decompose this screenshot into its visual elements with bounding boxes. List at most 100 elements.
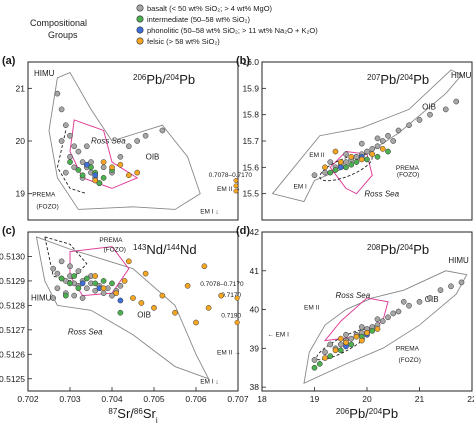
em1-label: ← EM I: [267, 332, 289, 339]
x-tick-label: 21: [415, 394, 425, 404]
y-tick-label: 38: [250, 382, 260, 392]
range-label: 0.7078–0.7170: [209, 172, 253, 179]
point-felsic-4: [364, 329, 370, 336]
point-basalt-14: [406, 122, 412, 129]
point-intermediate-6: [109, 280, 115, 287]
point-basalt-23: [453, 98, 460, 105]
range1b-label: 0.7170: [221, 292, 241, 299]
legend-label-1: intermediate (50–58 wt% SiO₂): [147, 15, 250, 24]
point-felsic-0: [92, 273, 99, 279]
point-felsic-6: [151, 304, 157, 311]
point-phonolitic-1: [92, 172, 99, 179]
point-intermediate-2: [348, 161, 355, 168]
point-intermediate-1: [67, 280, 73, 287]
legend-marker-3: [136, 37, 144, 45]
em2-label: EM II: [304, 305, 319, 312]
point-intermediate-6: [100, 175, 107, 181]
point-felsic-10: [201, 263, 208, 270]
point-basalt-5: [75, 148, 82, 155]
legend-title-line1: Compositional: [30, 18, 87, 28]
x-tick-label: 0.704: [101, 394, 123, 404]
point-basalt-6: [353, 153, 360, 160]
point-basalt-4: [71, 143, 78, 150]
y-tick-label: 20: [16, 136, 26, 146]
panel-c: (c) 143Nd/144Nd 0.5125 0.5126 0.5127 0.5128 0.…: [0, 225, 249, 404]
em1-label: EM I ↓: [200, 379, 218, 386]
fozo-label: (FOZO): [104, 247, 126, 254]
prema-field: [56, 130, 87, 195]
point-basalt-11: [379, 138, 386, 144]
point-intermediate-2: [337, 347, 344, 354]
ross-sea-label: Ross Sea: [364, 189, 399, 198]
point-basalt-16: [100, 164, 107, 171]
point-felsic-12: [205, 304, 212, 311]
point-basalt-3: [337, 341, 344, 348]
point-felsic-4: [130, 295, 136, 301]
panel-frame: [261, 231, 473, 392]
point-intermediate-1: [327, 353, 334, 359]
point-basalt-19: [374, 316, 381, 323]
point-basalt-21: [400, 298, 407, 305]
point-basalt-6: [79, 159, 86, 165]
x-tick-label: 0.703: [59, 394, 81, 404]
point-intermediate-0: [332, 167, 339, 173]
offscale-felsic-point: [233, 178, 239, 183]
y-tick-label: 15.6: [242, 162, 259, 172]
em2-label: EM II →: [217, 186, 240, 193]
panel-letter-b: (b): [236, 55, 250, 67]
point-felsic-4: [369, 151, 376, 158]
fozo-label: (FOZO): [399, 357, 421, 364]
point-intermediate-5: [100, 278, 107, 284]
point-felsic-1: [100, 285, 107, 292]
point-basalt-12: [385, 314, 391, 321]
em1-label: EM I: [294, 183, 308, 190]
point-basalt-23: [117, 282, 124, 289]
point-basalt-1: [58, 106, 65, 113]
point-basalt-20: [134, 138, 141, 144]
himu-label: HIMU: [448, 256, 469, 265]
panel-letter-c: (c): [2, 225, 16, 237]
point-basalt-19: [358, 140, 365, 147]
panel-frame: [27, 231, 239, 392]
point-basalt-25: [50, 295, 57, 301]
point-basalt-1: [322, 169, 328, 176]
point-felsic-6: [332, 148, 339, 155]
point-felsic-0: [322, 355, 328, 361]
point-phonolitic-0: [79, 280, 86, 287]
point-felsic-7: [337, 335, 344, 342]
point-basalt-13: [395, 127, 402, 134]
legend-title-line2: Groups: [48, 30, 78, 40]
x-tick-label: 0.705: [143, 394, 165, 404]
legend-label-3: felsic (> 58 wt% SiO₂): [147, 37, 220, 46]
point-basalt-16: [327, 341, 334, 348]
point-basalt-1: [54, 270, 61, 277]
point-felsic-5: [374, 326, 381, 332]
point-basalt-0: [50, 265, 57, 272]
y-tick-label: 42: [250, 227, 260, 237]
point-intermediate-7: [385, 148, 391, 155]
ratio-label: 143Nd/144Nd: [133, 242, 197, 257]
himu-label: HIMU: [34, 69, 55, 78]
y-tick-label: 15.9: [242, 83, 259, 93]
oib-label: OIB: [422, 102, 436, 111]
point-felsic-1: [337, 159, 344, 165]
himu-label: HIMU: [451, 71, 472, 80]
point-intermediate-5: [374, 153, 381, 160]
y-tick-label: 0.5129: [0, 276, 25, 286]
fozo-label: (FOZO): [397, 172, 419, 179]
point-felsic-0: [100, 159, 107, 165]
point-felsic-15: [125, 258, 132, 265]
point-basalt-1: [322, 349, 328, 356]
legend-marker-1: [136, 15, 144, 23]
point-felsic-14: [142, 270, 149, 277]
point-felsic-3: [358, 156, 365, 163]
point-felsic-2: [343, 339, 349, 346]
offscale-felsic-point: [234, 319, 240, 326]
point-felsic-8: [172, 309, 178, 316]
legend-item-2: phonolitic (50–58 wt% SiO₂; > 11 wt% Na₂…: [136, 26, 318, 35]
point-basalt-15: [416, 117, 423, 123]
em2-label: EM II: [309, 152, 324, 159]
point-intermediate-0: [58, 275, 65, 282]
point-basalt-24: [448, 283, 454, 290]
